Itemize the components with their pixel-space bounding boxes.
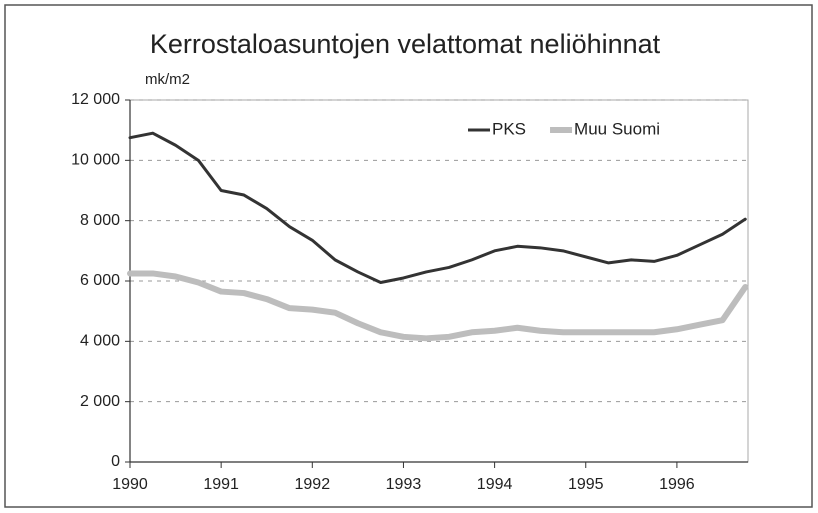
frame [4,4,813,508]
line-series [127,270,749,342]
y-tick-label: 0 [111,453,120,470]
x-tick-label: 1993 [386,476,422,493]
x-tick-label: 1992 [295,476,331,493]
line-series [128,131,747,285]
y-tick-label: 12 000 [71,91,120,108]
y-tick-label: 4 000 [80,333,120,350]
x-tick-label: 1994 [477,476,513,493]
x-tick-label: 1990 [112,476,148,493]
x-tick-label: 1996 [659,476,695,493]
x-tick-label: 1995 [568,476,604,493]
x-tick-label: 1991 [203,476,239,493]
legend-label: Muu Suomi [574,119,660,138]
y-axis-label: mk/m2 [145,71,190,88]
y-tick-label: 10 000 [71,152,120,169]
legend-label: PKS [492,119,526,138]
y-tick-label: 2 000 [80,393,120,410]
chart-title: Kerrostaloasuntojen velattomat neliöhinn… [150,29,661,59]
y-tick-label: 8 000 [80,212,120,229]
y-tick-label: 6 000 [80,272,120,289]
